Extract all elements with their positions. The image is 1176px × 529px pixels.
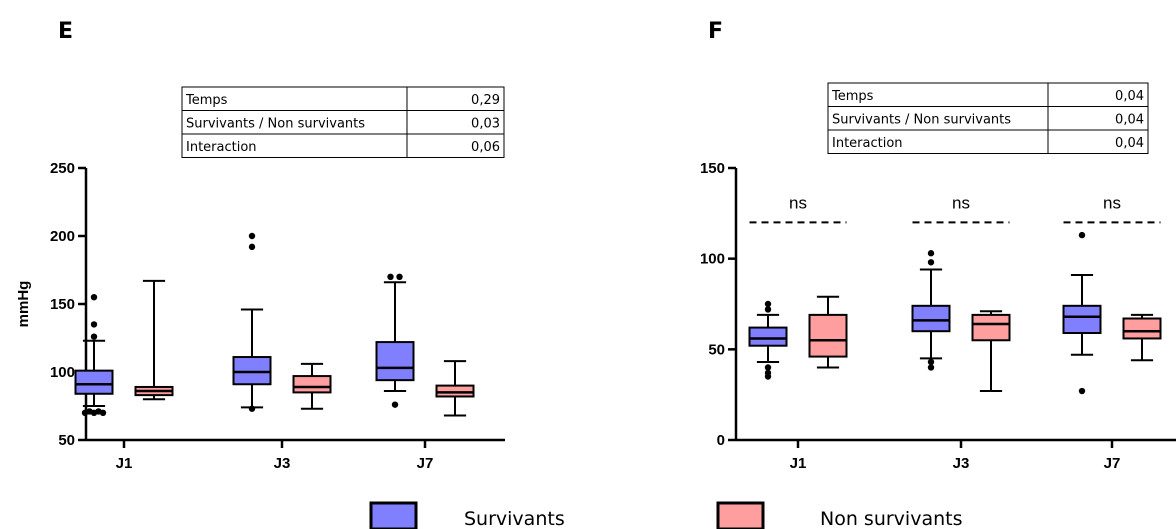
box (911, 304, 951, 333)
box-plot (292, 362, 332, 410)
outlier-point (90, 321, 98, 328)
y-tick-label: 50 (708, 341, 725, 358)
outlier-point (90, 333, 98, 340)
stats-table-label: Survivants / Non survivants (832, 112, 1011, 127)
legend-swatch (716, 501, 765, 529)
outlier-point (396, 273, 403, 280)
outlier-point (764, 300, 772, 308)
stats-table-value: 0,03 (471, 116, 500, 131)
box (808, 313, 848, 358)
stats-table-label: Temps (185, 93, 228, 108)
y-tick-label: 100 (700, 251, 725, 268)
box (435, 384, 475, 398)
outlier-point (927, 259, 935, 266)
outlier-point (927, 358, 935, 366)
chart-panel-f: F Temps 0,04 Survivants / Non survivants 0,0… (700, 19, 1176, 472)
stats-table-label: Survivants / Non survivants (186, 116, 365, 131)
box-plot (911, 250, 951, 371)
outlier-point (1078, 387, 1086, 395)
stats-table: Temps 0,29 Survivants / Non survivants 0,03… (181, 86, 505, 158)
legend-label: Non survivants (820, 508, 962, 529)
significance-label: ns (1103, 193, 1121, 212)
box (292, 375, 332, 394)
box (971, 313, 1011, 342)
y-tick-label: 250 (50, 160, 75, 177)
box (1062, 304, 1102, 335)
box-plot (435, 360, 475, 417)
y-tick-label: 150 (50, 296, 75, 313)
x-tick-label: J3 (274, 455, 291, 472)
stats-table: Temps 0,04 Survivants / Non survivants 0,04… (827, 82, 1149, 154)
y-tick-label: 100 (50, 364, 75, 381)
y-tick-label: 150 (700, 160, 725, 177)
box-plot (74, 294, 114, 416)
stats-table-label: Interaction (186, 140, 257, 155)
box (375, 341, 415, 382)
stats-table-value: 0,04 (1115, 112, 1144, 127)
outlier-point (927, 364, 935, 371)
legend: Survivants Non survivants (369, 501, 962, 529)
box-plot (1122, 313, 1162, 362)
series-survivants (74, 232, 415, 416)
outlier-point (248, 405, 256, 412)
stats-table-border (827, 82, 1149, 154)
stats-table-value: 0,06 (471, 140, 500, 155)
series-non-survivants (808, 295, 1162, 393)
outlier-point (764, 369, 772, 377)
box-plot (375, 273, 415, 408)
significance-label: ns (789, 193, 807, 212)
y-tick-label: 50 (58, 432, 75, 449)
x-tick-label: J3 (953, 455, 970, 472)
y-tick-label: 0 (717, 432, 725, 449)
outlier-point (391, 401, 399, 408)
box (748, 326, 788, 347)
stats-table-value: 0,04 (1115, 89, 1144, 104)
outlier-point (90, 294, 98, 301)
stats-table-label: Temps (831, 89, 874, 104)
y-tick-label: 200 (50, 228, 75, 245)
box-plot (1062, 231, 1102, 395)
chart-panel-e: E Temps 0,29 Survivants / Non survivants 0,0… (15, 19, 505, 472)
box-plot (748, 300, 788, 380)
outlier-point (387, 273, 394, 280)
stats-table-value: 0,04 (1115, 136, 1144, 151)
y-axis-title: mmHg (15, 281, 32, 328)
legend-label: Survivants (464, 508, 565, 529)
x-tick-label: J1 (116, 455, 133, 472)
outlier-point (86, 408, 93, 415)
stats-table-border (181, 86, 505, 158)
outlier-point (248, 243, 256, 251)
stats-table-value: 0,29 (471, 93, 500, 108)
outlier-point (927, 250, 935, 257)
box-plot (971, 310, 1011, 393)
significance-label: ns (952, 193, 970, 212)
box (232, 356, 272, 386)
panel-label: F (708, 19, 723, 44)
outlier-point (1078, 231, 1086, 239)
stats-table-label: Interaction (832, 136, 903, 151)
box-plot (232, 232, 272, 412)
box (74, 369, 114, 395)
box-plot (808, 295, 848, 369)
series-survivants (748, 231, 1102, 395)
outlier-point (764, 364, 772, 371)
box (1122, 317, 1162, 340)
outlier-point (99, 409, 107, 416)
series-non-survivants (134, 279, 475, 417)
x-tick-label: J1 (790, 455, 807, 472)
outlier-point (248, 232, 256, 240)
x-tick-label: J7 (417, 455, 434, 472)
outlier-point (764, 306, 772, 313)
panel-label: E (58, 19, 73, 44)
box-plot (134, 279, 174, 401)
legend-swatch (369, 501, 418, 529)
x-tick-label: J7 (1104, 455, 1121, 472)
